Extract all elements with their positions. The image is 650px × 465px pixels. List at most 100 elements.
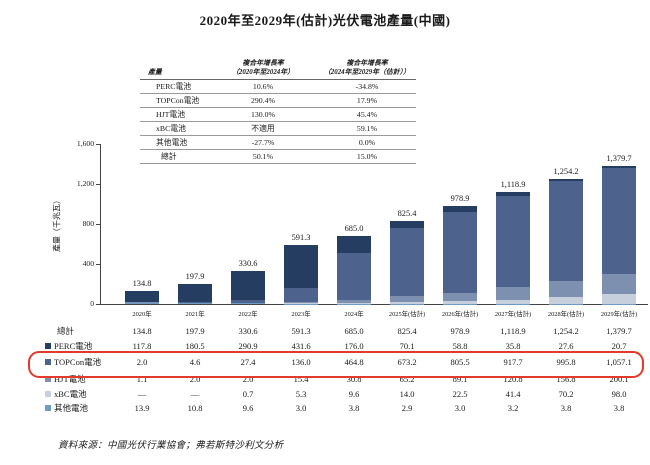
bar-2021年 bbox=[178, 284, 212, 304]
data-cell: 0.7 bbox=[242, 389, 254, 399]
bar-2027年(估計) bbox=[496, 192, 530, 304]
legend-swatch-PERC電池 bbox=[45, 343, 51, 349]
bar-segment-TOPCon電池 bbox=[284, 288, 318, 302]
cagr-value-2024-2029: -34.8% bbox=[355, 82, 379, 91]
data-cell: 41.4 bbox=[505, 389, 521, 399]
data-cell: 3.0 bbox=[454, 403, 466, 413]
data-cell: 65.2 bbox=[399, 374, 415, 384]
data-cell: 30.8 bbox=[346, 374, 362, 384]
bar-2025年(估計) bbox=[390, 221, 424, 304]
data-cell: 1,254.2 bbox=[553, 326, 579, 336]
legend-label: xBC電池 bbox=[54, 389, 87, 399]
data-cell: 5.3 bbox=[295, 389, 307, 399]
cagr-value-2024-2029: 15.0% bbox=[356, 152, 378, 161]
bar-segment-PERC電池 bbox=[443, 206, 477, 212]
y-tick-mark bbox=[96, 304, 100, 305]
bar-segment-其他電池 bbox=[231, 303, 265, 304]
data-cell: 9.6 bbox=[348, 389, 360, 399]
bar-segment-PERC電池 bbox=[390, 221, 424, 229]
cagr-value-2024-2029: 0.0% bbox=[358, 138, 376, 147]
data-table-row-label-其他電池: 其他電池 bbox=[45, 402, 117, 414]
data-table-row-label-總計: 總計 bbox=[45, 325, 129, 337]
x-tick-label: 2020年 bbox=[132, 311, 152, 318]
data-cell: 431.6 bbox=[291, 341, 311, 351]
cagr-header-2024-2029: 複合年增長率 （2024年至2029年（估計）） bbox=[323, 60, 411, 76]
cagr-row-label: xBC電池 bbox=[156, 124, 186, 133]
y-tick-label: 0 bbox=[90, 299, 94, 308]
cagr-value-2020-2024: 不適用 bbox=[251, 124, 275, 133]
data-table-row-label-xBC電池: xBC電池 bbox=[45, 388, 117, 400]
chart-title: 2020年至2029年(估計)光伏電池產量(中國) bbox=[199, 13, 451, 28]
bar-segment-HJT電池 bbox=[337, 299, 371, 303]
data-cell: 3.8 bbox=[613, 403, 625, 413]
bar-total-label: 1,379.7 bbox=[606, 154, 632, 164]
bar-segment-TOPCon電池 bbox=[496, 195, 530, 288]
data-cell: 70.1 bbox=[399, 341, 415, 351]
bar-total-label: 978.9 bbox=[450, 194, 470, 204]
bar-total-label: 1,118.9 bbox=[500, 180, 526, 190]
data-cell: — bbox=[137, 389, 147, 399]
data-cell: 3.2 bbox=[507, 403, 519, 413]
data-cell: 117.8 bbox=[132, 341, 152, 351]
data-cell: 995.8 bbox=[556, 357, 576, 367]
data-cell: 3.0 bbox=[295, 403, 307, 413]
bar-segment-PERC電池 bbox=[178, 284, 212, 303]
bar-segment-PERC電池 bbox=[231, 270, 265, 301]
data-cell: 20.7 bbox=[611, 341, 627, 351]
x-tick-label: 2029年(估計) bbox=[600, 311, 638, 318]
y-tick-mark bbox=[96, 184, 100, 185]
bar-segment-TOPCon電池 bbox=[337, 253, 371, 300]
bar-segment-HJT電池 bbox=[549, 280, 583, 297]
data-cell: 3.8 bbox=[560, 403, 572, 413]
y-tick-mark bbox=[96, 224, 100, 225]
topcon-highlight-box bbox=[28, 351, 644, 378]
x-tick-label: 2027年(估計) bbox=[494, 311, 532, 318]
y-tick-label: 1,600 bbox=[76, 139, 94, 148]
bar-total-label: 197.9 bbox=[185, 272, 205, 282]
data-cell: 98.0 bbox=[611, 389, 627, 399]
data-cell: 330.6 bbox=[238, 326, 258, 336]
bar-segment-PERC電池 bbox=[284, 244, 318, 289]
bar-segment-其他電池 bbox=[125, 302, 159, 304]
legend-swatch-TOPCon電池 bbox=[45, 359, 51, 365]
bar-2020年 bbox=[125, 290, 159, 304]
cagr-table-header: 產量 複合年增長率 （2020年至2024年） 複合年增長率 （2024年至20… bbox=[140, 60, 416, 80]
data-cell: 136.0 bbox=[291, 357, 311, 367]
data-cell: 1,379.7 bbox=[606, 326, 632, 336]
data-cell: 4.6 bbox=[189, 357, 201, 367]
data-cell: 10.8 bbox=[187, 403, 203, 413]
cagr-value-2020-2024: 50.1% bbox=[252, 152, 274, 161]
data-cell: 825.4 bbox=[397, 326, 417, 336]
source-note: 資料來源：中國光伏行業協會；弗若斯特沙利文分析 bbox=[58, 441, 284, 451]
bar-segment-xBC電池 bbox=[496, 299, 530, 304]
bar-segment-PERC電池 bbox=[125, 290, 159, 303]
bar-2022年 bbox=[231, 270, 265, 304]
legend-label: 總計 bbox=[57, 326, 75, 336]
y-axis-line bbox=[100, 144, 101, 304]
bar-segment-PERC電池 bbox=[337, 235, 371, 254]
bar-segment-PERC電池 bbox=[602, 166, 636, 169]
cagr-row-label: TOPCon電池 bbox=[156, 96, 200, 105]
cagr-table: 產量 複合年增長率 （2020年至2024年） 複合年增長率 （2024年至20… bbox=[140, 60, 416, 164]
cagr-row-2: HJT電池 130.0% 45.4% bbox=[140, 108, 416, 122]
data-cell: 1.1 bbox=[136, 374, 148, 384]
legend-label: TOPCon電池 bbox=[54, 357, 102, 367]
data-cell: 58.8 bbox=[452, 341, 468, 351]
cagr-value-2020-2024: -27.7% bbox=[251, 138, 275, 147]
bar-total-label: 825.4 bbox=[397, 209, 417, 219]
cagr-row-0: PERC電池 10.6% -34.8% bbox=[140, 80, 416, 94]
data-cell: 120.8 bbox=[503, 374, 523, 384]
data-cell: 464.8 bbox=[344, 357, 364, 367]
cagr-value-2020-2024: 130.0% bbox=[250, 110, 276, 119]
y-tick-label: 400 bbox=[82, 259, 94, 268]
cagr-row-5: 總計 50.1% 15.0% bbox=[140, 150, 416, 164]
bar-segment-xBC電池 bbox=[337, 302, 371, 304]
data-cell: 3.8 bbox=[348, 403, 360, 413]
data-cell: 176.0 bbox=[344, 341, 364, 351]
legend-swatch-xBC電池 bbox=[45, 391, 51, 397]
data-cell: 89.1 bbox=[452, 374, 468, 384]
y-tick-mark bbox=[96, 264, 100, 265]
bar-segment-TOPCon電池 bbox=[231, 300, 265, 303]
x-tick-label: 2025年(估計) bbox=[388, 311, 426, 318]
